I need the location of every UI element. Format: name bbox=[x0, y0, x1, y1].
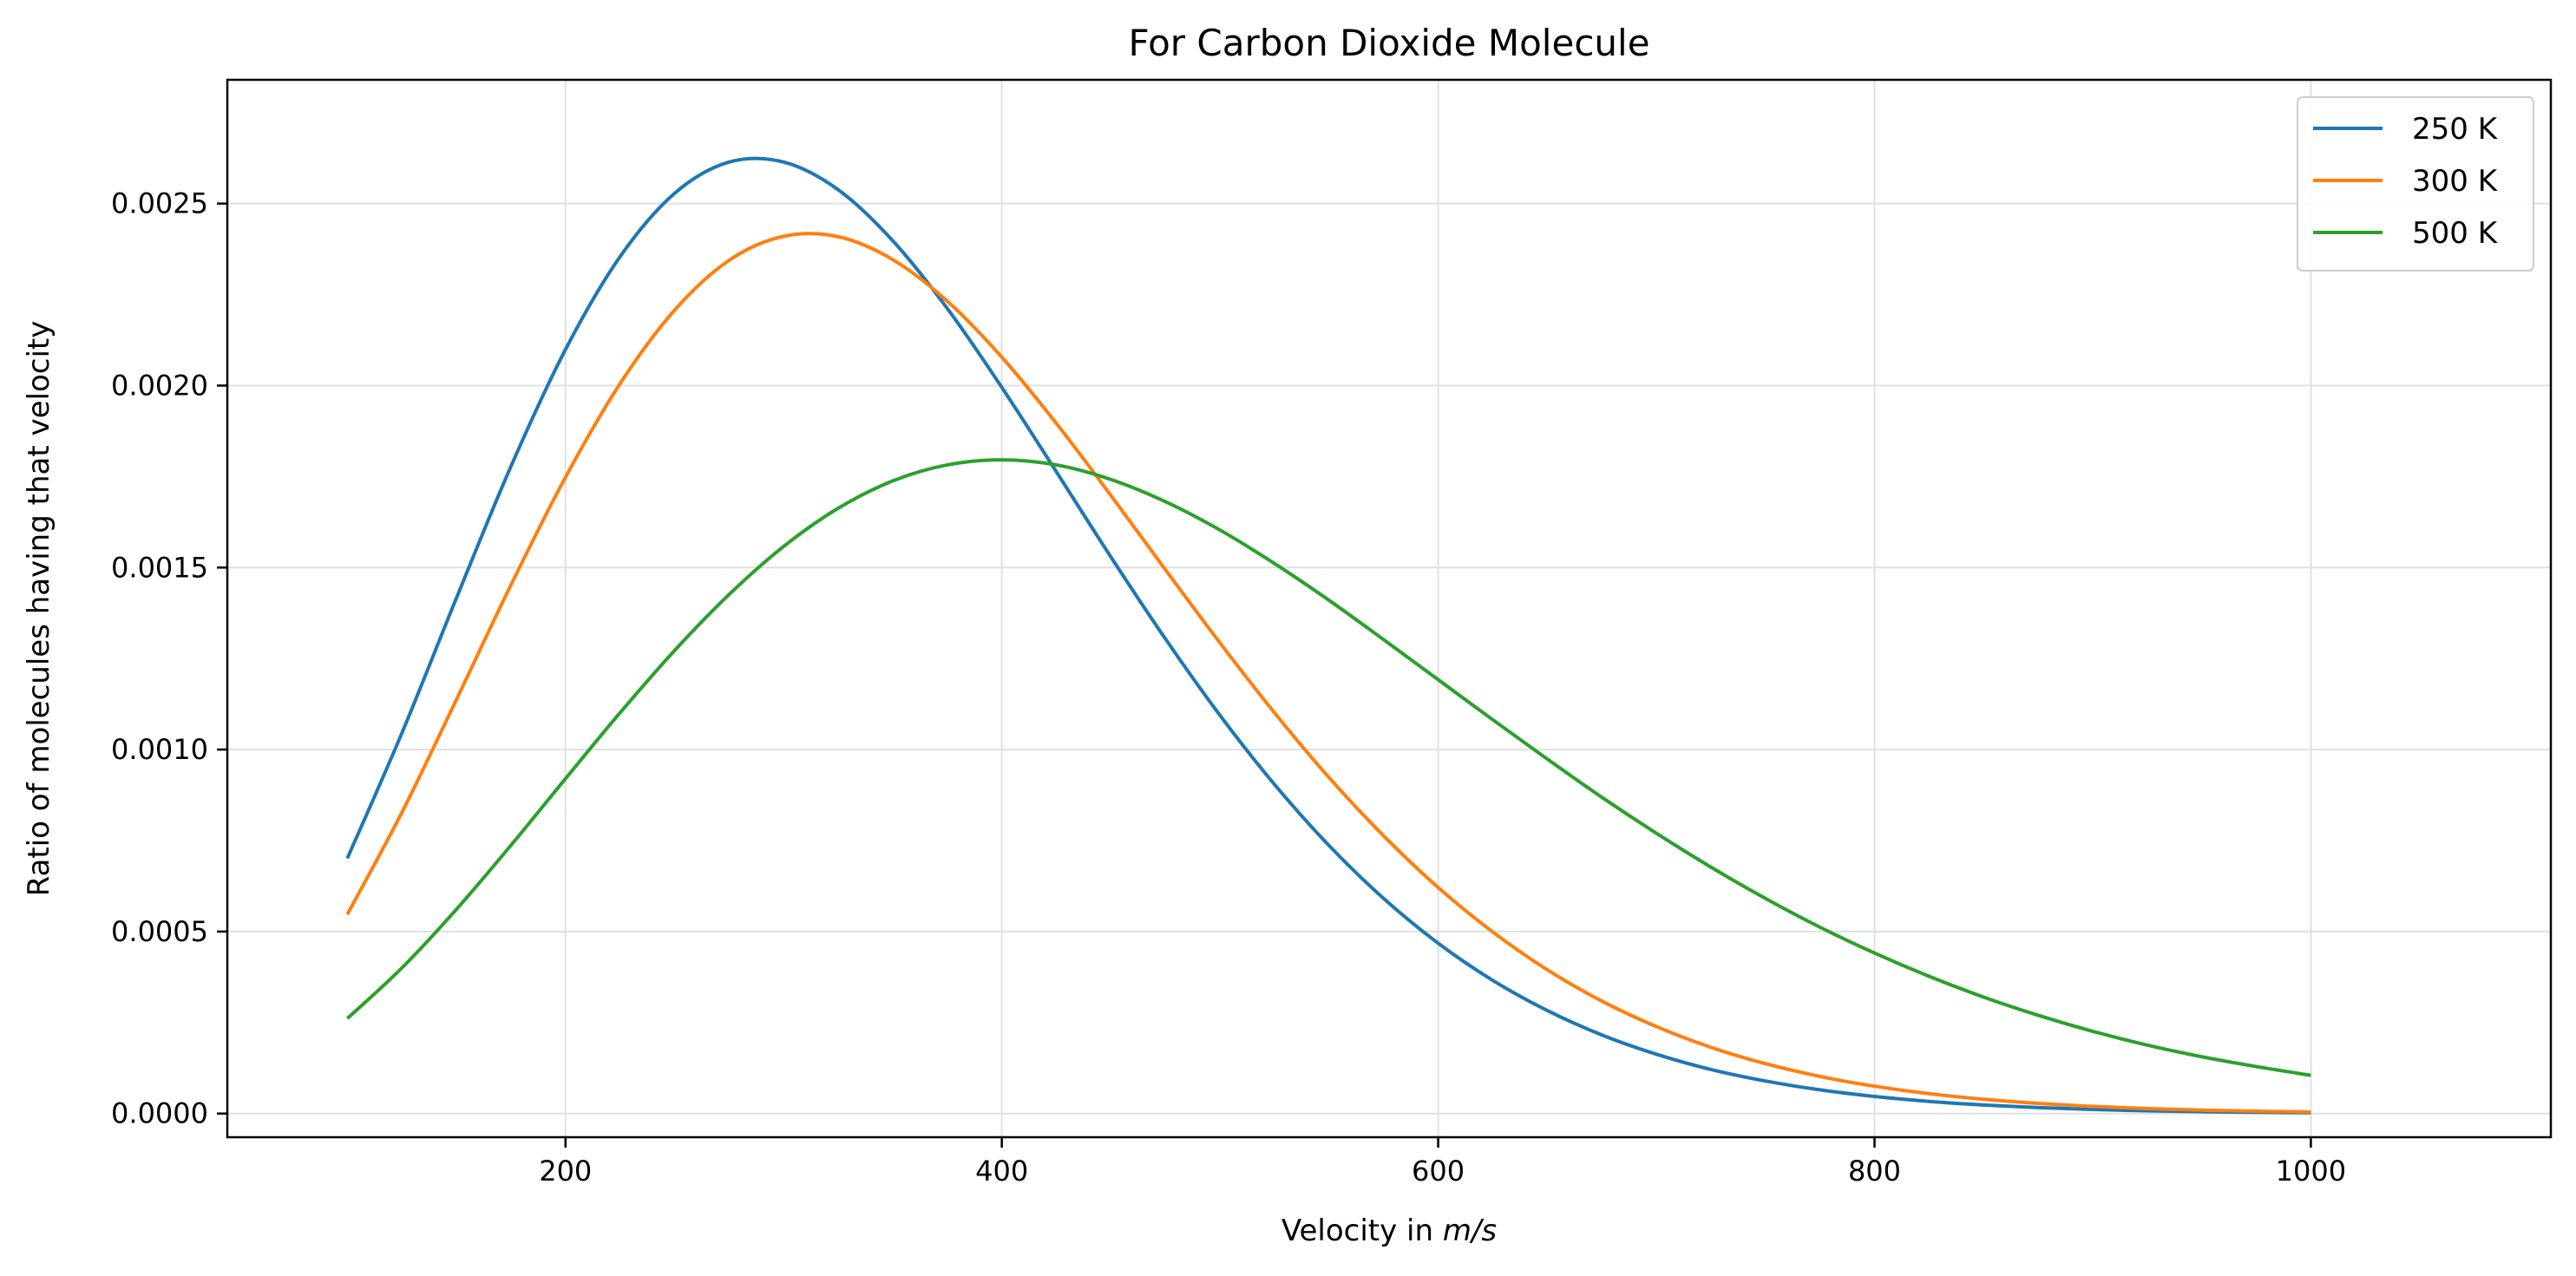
series-lines bbox=[345, 156, 2311, 1115]
legend-items: 250 K 300 K 500 K bbox=[2313, 112, 2499, 251]
plot-frame bbox=[226, 78, 2553, 1139]
legend-box bbox=[2297, 96, 2534, 272]
plot-area-background bbox=[227, 80, 2551, 1137]
x-tick-label: 800 bbox=[1848, 1155, 1901, 1188]
x-tick-label: 1000 bbox=[2276, 1155, 2346, 1188]
x-axis-title: Velocity in m/s bbox=[1281, 1214, 1497, 1248]
legend: 250 K 300 K 500 K bbox=[2297, 96, 2534, 272]
legend-label: 500 K bbox=[2412, 216, 2499, 251]
y-tick-label: 0.0005 bbox=[111, 915, 208, 948]
x-axis-title-unit: m/s bbox=[1443, 1214, 1497, 1248]
legend-label: 250 K bbox=[2412, 112, 2499, 147]
x-tick-label: 600 bbox=[1412, 1155, 1465, 1188]
axis-ticks: 200 400 600 800 1000 0.0000 0.0005 0.0010 0.0015… bbox=[111, 187, 2346, 1188]
x-tick-label: 400 bbox=[975, 1155, 1028, 1188]
grid bbox=[227, 80, 2551, 1137]
y-tick-label: 0.0020 bbox=[111, 369, 208, 402]
y-tick-label: 0.0015 bbox=[111, 551, 208, 584]
x-axis-title-prefix: Velocity in bbox=[1281, 1214, 1443, 1248]
y-tick-label: 0.0000 bbox=[111, 1097, 208, 1130]
chart-title: For Carbon Dioxide Molecule bbox=[1128, 22, 1649, 64]
series-line-500-k bbox=[345, 458, 2311, 1077]
series-line-250-k bbox=[345, 156, 2311, 1115]
series-line-300-k bbox=[345, 232, 2311, 1114]
legend-label: 300 K bbox=[2412, 164, 2499, 199]
x-tick-label: 200 bbox=[539, 1155, 592, 1188]
y-tick-label: 0.0025 bbox=[111, 187, 208, 220]
y-tick-label: 0.0010 bbox=[111, 733, 208, 766]
y-axis-title: Ratio of molecules having that velocity bbox=[22, 321, 56, 897]
